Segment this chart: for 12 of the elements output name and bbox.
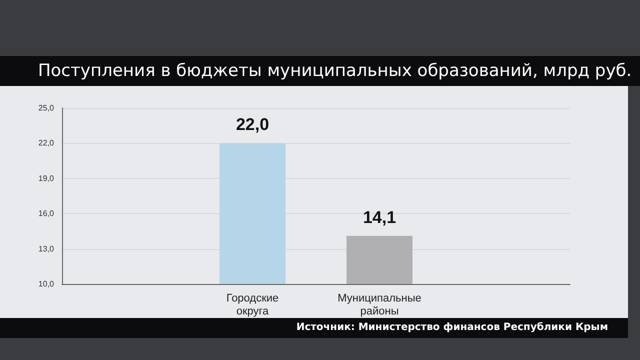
- data-label: 14,1: [362, 208, 396, 227]
- y-tick-label: 19,0: [38, 174, 55, 183]
- chart-title: Поступления в бюджеты муниципальных образований, млрд руб.: [0, 56, 640, 86]
- y-tick-label: 13,0: [38, 244, 55, 254]
- y-tick-label: 25,0: [38, 104, 55, 112]
- x-tick-label: Городские округа: [226, 292, 279, 318]
- y-tick-label: 22,0: [38, 138, 55, 148]
- y-tick-label: 16,0: [38, 209, 55, 218]
- y-tick-label: 10,0: [38, 280, 55, 288]
- data-label: 22,0: [236, 115, 270, 134]
- x-tick-label: Муниципальные районы: [338, 292, 422, 318]
- text: Источник: Министерство финансов Республики Крым: [0, 318, 628, 338]
